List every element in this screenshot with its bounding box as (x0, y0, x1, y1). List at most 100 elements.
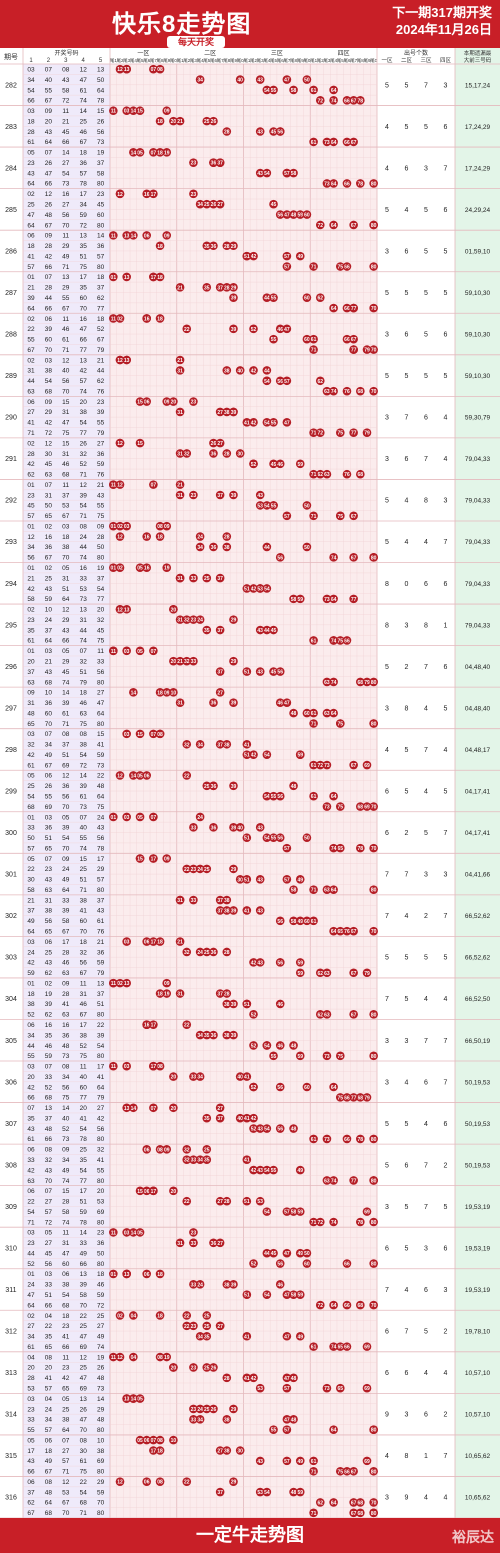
draw-number: 58 (80, 1292, 88, 1299)
hit-ball (162, 854, 172, 863)
hit-ball (362, 677, 372, 687)
hit-ball-label: 55 (271, 794, 277, 800)
period-number: 316 (5, 1495, 17, 1502)
draw-number: 68 (62, 472, 70, 479)
hit-ball (115, 64, 125, 74)
draw-number: 80 (97, 1261, 105, 1268)
zone-count: 4 (424, 996, 428, 1003)
hit-ball (262, 1207, 272, 1216)
hit-ball-label: 22 (184, 1023, 190, 1029)
hit-ball (222, 1030, 232, 1040)
prediction-value: 79,04,33 (465, 456, 491, 463)
hit-ball (149, 1020, 158, 1029)
hit-ball-label: 28 (224, 992, 230, 998)
draw-number: 50 (45, 503, 53, 510)
draw-number: 76 (97, 388, 105, 395)
hit-ball (122, 1061, 131, 1071)
zone-count: 2 (444, 1162, 448, 1169)
hit-ball-label: 64 (331, 88, 337, 94)
hit-ball-label: 78 (358, 98, 364, 104)
hit-ball (195, 199, 205, 209)
hit-ball-label: 24 (197, 950, 203, 956)
draw-number: 08 (62, 66, 70, 73)
hit-ball (295, 1248, 305, 1258)
draw-row: 2980303070708080808151532323434373738384… (0, 729, 500, 771)
hit-ball (335, 511, 345, 521)
hit-ball (135, 1228, 145, 1237)
hit-ball (362, 1342, 372, 1351)
zone-count: 6 (385, 1329, 389, 1336)
hit-ball (275, 1259, 285, 1268)
hit-ball-label: 23 (191, 1365, 197, 1371)
prediction-value: 04,48,17 (465, 747, 491, 754)
hit-ball-label: 34 (197, 545, 203, 551)
hit-ball-label: 73 (324, 805, 330, 811)
hit-ball (135, 812, 145, 822)
draw-number: 49 (62, 253, 70, 260)
hit-ball (202, 1145, 212, 1154)
draw-number: 14 (62, 150, 70, 157)
draw-number: 18 (97, 1271, 105, 1278)
zone-count: 5 (444, 290, 448, 297)
hit-ball-label: 43 (257, 877, 263, 883)
draw-number: 31 (62, 575, 70, 582)
hit-ball (149, 854, 158, 863)
hit-ball-label: 08 (157, 1355, 163, 1361)
hit-ball-label: 39 (231, 701, 237, 707)
hit-ball-label: 59 (297, 462, 303, 468)
draw-number: 36 (97, 1240, 105, 1247)
draw-number: 45 (62, 669, 70, 676)
hit-ball (229, 698, 238, 708)
hit-ball-label: 32 (184, 742, 190, 748)
draw-number: 14 (80, 773, 88, 780)
draw-row: 3100303050511111414232323232727313133333… (0, 1228, 500, 1270)
draw-number: 60 (62, 1261, 70, 1268)
hit-ball (262, 750, 272, 759)
draw-number: 70 (62, 388, 70, 395)
draw-number: 33 (80, 1240, 88, 1247)
draw-number: 14 (62, 690, 70, 697)
hit-ball (362, 1207, 372, 1216)
hit-ball-label: 67 (351, 1500, 357, 1506)
draw-number: 73 (62, 181, 70, 188)
hit-ball-label: 65 (338, 1386, 344, 1392)
hit-ball (249, 1259, 258, 1268)
zone-count: 4 (444, 1495, 448, 1502)
draw-number: 45 (97, 627, 105, 634)
zone-count: 4 (424, 789, 428, 796)
hit-ball-label: 59 (297, 1490, 303, 1496)
period-number: 308 (5, 1162, 17, 1169)
hit-ball-label: 66 (344, 181, 350, 187)
hit-ball (122, 1394, 131, 1403)
draw-number: 39 (45, 326, 53, 333)
draw-number: 73 (97, 762, 105, 769)
period-number: 295 (5, 622, 17, 629)
tail-header: 尾4 (263, 58, 270, 64)
hit-ball-label: 01 (111, 1272, 117, 1278)
hit-ball (275, 127, 285, 136)
hit-ball-label: 37 (217, 628, 223, 634)
hit-ball-label: 18 (157, 535, 163, 541)
hit-ball-label: 35 (204, 285, 210, 291)
hit-ball (175, 698, 185, 708)
hit-ball-label: 64 (331, 711, 337, 717)
zone-count: 2 (444, 1329, 448, 1336)
hit-ball (195, 1331, 205, 1341)
zone-count: 6 (444, 207, 448, 214)
zone-count: 5 (444, 1204, 448, 1211)
hit-ball (202, 1030, 212, 1040)
hit-ball (169, 116, 178, 126)
hit-ball-label: 42 (251, 368, 257, 374)
hit-ball (109, 563, 118, 573)
hit-ball-label: 08 (157, 67, 163, 73)
hit-ball (342, 137, 352, 147)
draw-number: 40 (80, 825, 88, 832)
draw-number: 54 (27, 793, 35, 800)
zone-count: 4 (385, 1453, 389, 1460)
hit-ball (362, 760, 372, 770)
draw-number: 74 (80, 98, 88, 105)
hit-ball (162, 1145, 172, 1154)
hit-ball-label: 60 (304, 213, 310, 219)
draw-number: 51 (45, 1292, 53, 1299)
hit-ball (215, 199, 225, 209)
